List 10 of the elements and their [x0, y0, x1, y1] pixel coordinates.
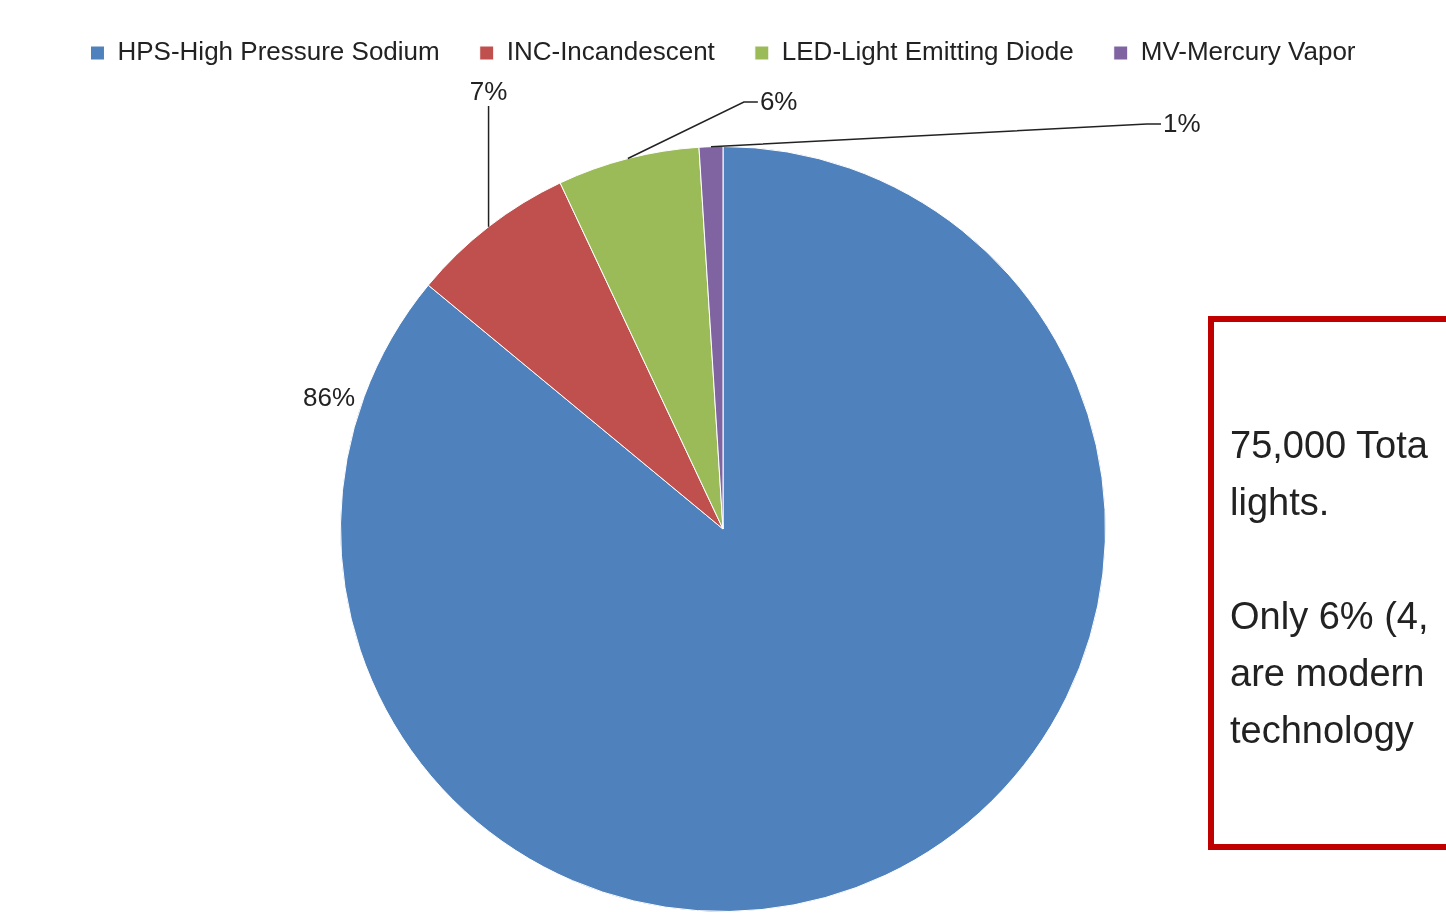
legend-label: MV-Mercury Vapor	[1140, 36, 1356, 67]
data-label: 1%	[1162, 108, 1201, 139]
data-label: 7%	[469, 76, 508, 107]
data-label: 86%	[302, 381, 355, 412]
legend-label: INC-Incandescent	[506, 36, 716, 67]
legend-label: LED-Light Emitting Diode	[781, 36, 1074, 67]
text: Only 6% (4, are modern technology	[1230, 594, 1430, 753]
legend-label: HPS-High Pressure Sodium	[117, 36, 440, 67]
data-label: 6%	[759, 86, 798, 117]
text: 75,000 Tota lights.	[1230, 423, 1429, 525]
